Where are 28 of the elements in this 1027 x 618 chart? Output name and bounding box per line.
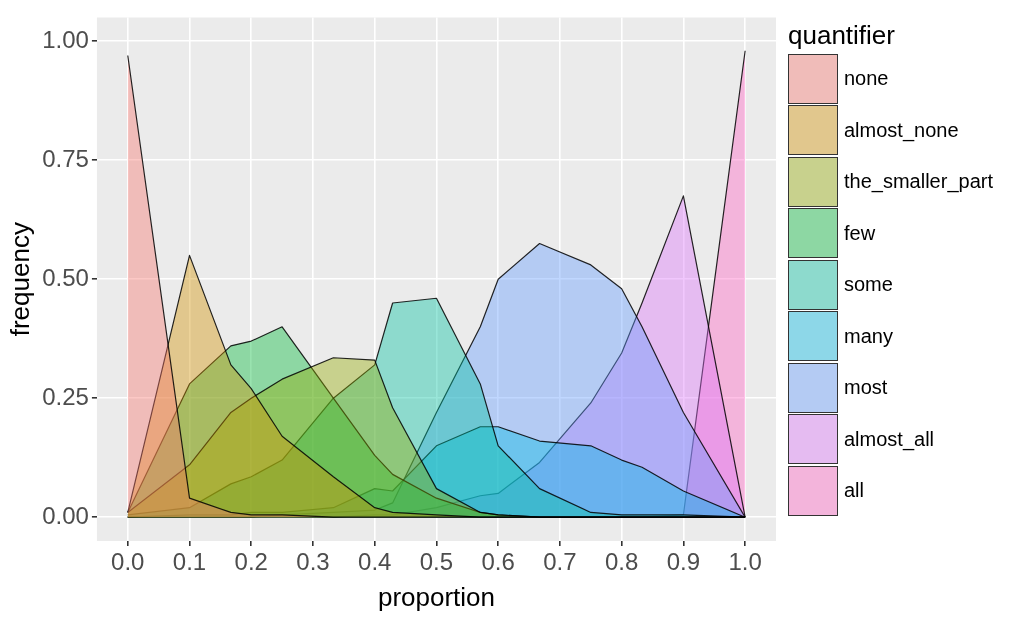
- y-axis-title: frequency: [4, 222, 35, 337]
- legend-label: many: [844, 324, 893, 348]
- x-axis-title: proportion: [377, 581, 495, 612]
- y-tick-label: 0.00: [42, 501, 89, 529]
- x-tick-label: 0.0: [111, 548, 145, 576]
- x-tick-label: 0.1: [172, 548, 207, 576]
- legend-label: the_smaller_part: [844, 170, 993, 194]
- legend-label: almost_none: [844, 118, 959, 142]
- y-tick-label: 0.50: [42, 263, 89, 291]
- x-tick-label: 0.4: [358, 548, 392, 576]
- y-tick-label: 1.00: [42, 25, 89, 53]
- legend-label: few: [844, 221, 876, 245]
- legend-label: almost_all: [844, 427, 935, 451]
- legend-label: some: [844, 273, 893, 297]
- legend-title: quantifier: [788, 20, 896, 51]
- legend-label: all: [844, 479, 865, 503]
- legend-label: none: [844, 67, 889, 91]
- x-tick-label: 0.5: [419, 548, 454, 576]
- x-tick-label: 0.7: [543, 548, 577, 576]
- x-tick-label: 0.3: [296, 548, 330, 576]
- x-tick-label: 0.8: [604, 548, 639, 576]
- y-tick-label: 0.25: [42, 382, 89, 410]
- x-tick-label: 1.0: [728, 548, 762, 576]
- legend-label: most: [844, 376, 888, 400]
- y-tick-label: 0.75: [42, 144, 89, 172]
- x-tick-label: 0.9: [666, 548, 701, 576]
- x-tick-label: 0.2: [234, 548, 268, 576]
- x-tick-label: 0.6: [481, 548, 515, 576]
